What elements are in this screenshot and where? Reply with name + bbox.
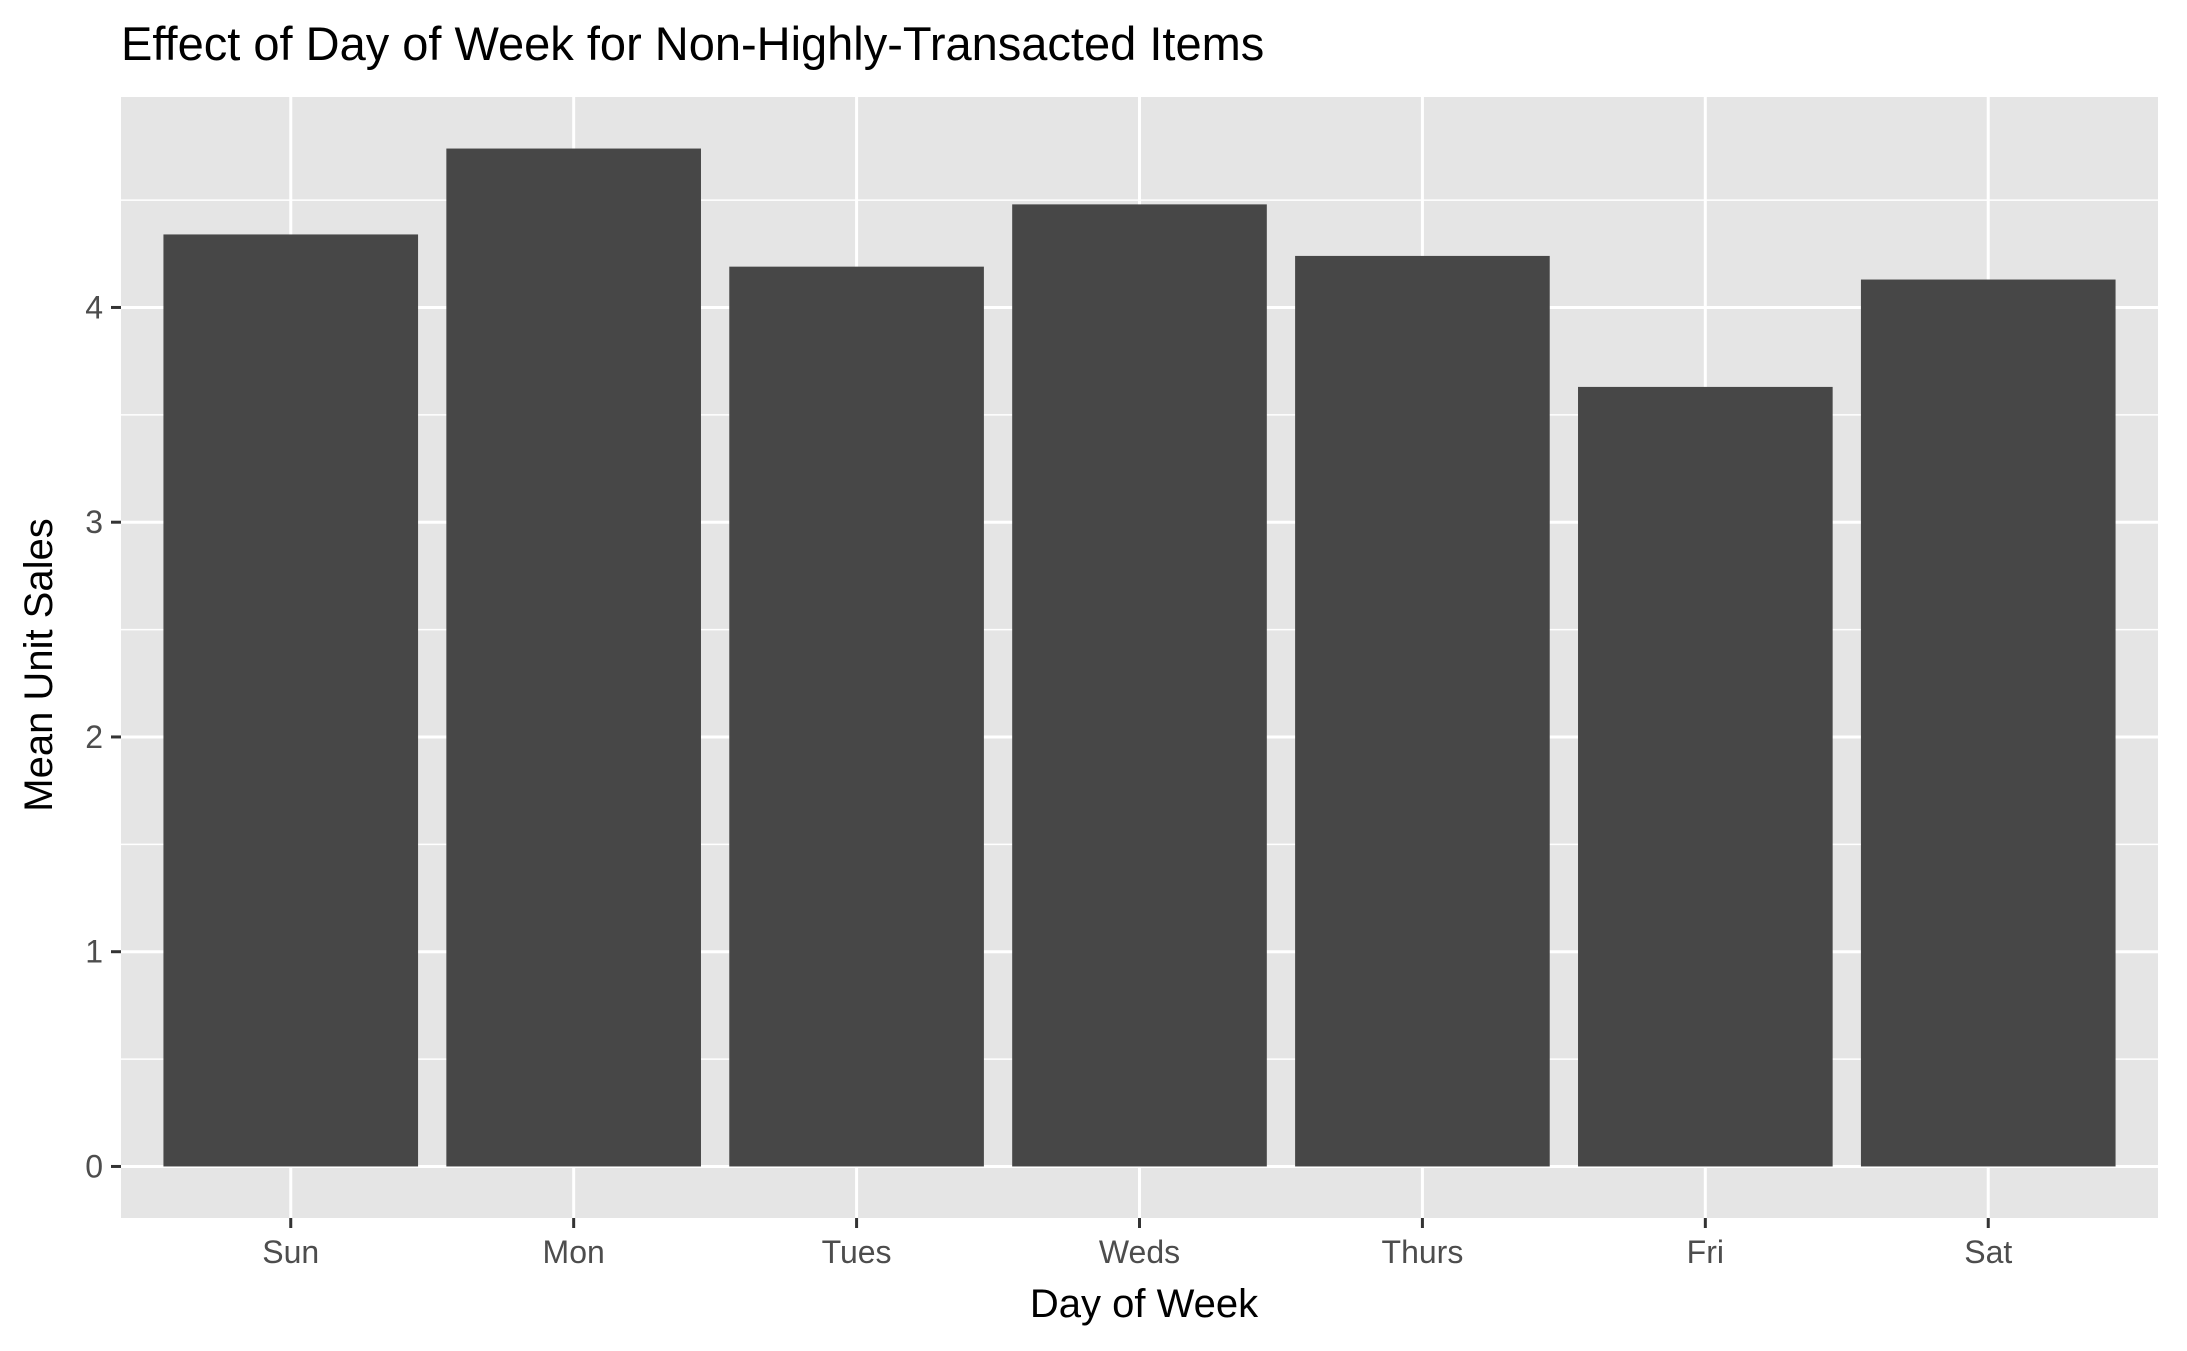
bar-weds [1012,204,1267,1167]
x-tick-label: Sat [1964,1234,2012,1270]
bar-sun [163,234,419,1167]
bar-mon [446,148,701,1167]
x-tick-label: Sun [262,1234,319,1270]
bar-thurs [1295,255,1550,1167]
bars [163,148,2116,1167]
chart-title: Effect of Day of Week for Non-Highly-Tra… [121,17,1264,70]
y-tick-label: 2 [85,719,103,755]
bar-fri [1578,386,1833,1167]
bar-sat [1860,279,2116,1167]
bar-tues [729,266,984,1167]
x-axis: Sun Mon Tues Weds Thurs Fri Sat [262,1218,2012,1270]
y-tick-label: 1 [85,934,103,970]
x-tick-label: Thurs [1382,1234,1464,1270]
x-tick-label: Weds [1099,1234,1180,1270]
x-tick-label: Fri [1687,1234,1724,1270]
y-axis: 0 1 2 3 4 [85,289,121,1184]
y-tick-label: 4 [85,289,103,325]
y-tick-label: 3 [85,504,103,540]
y-axis-title: Mean Unit Sales [17,518,61,811]
x-tick-label: Tues [822,1234,892,1270]
x-axis-title: Day of Week [1030,1282,1259,1326]
x-tick-label: Mon [543,1234,605,1270]
y-tick-label: 0 [85,1148,103,1184]
